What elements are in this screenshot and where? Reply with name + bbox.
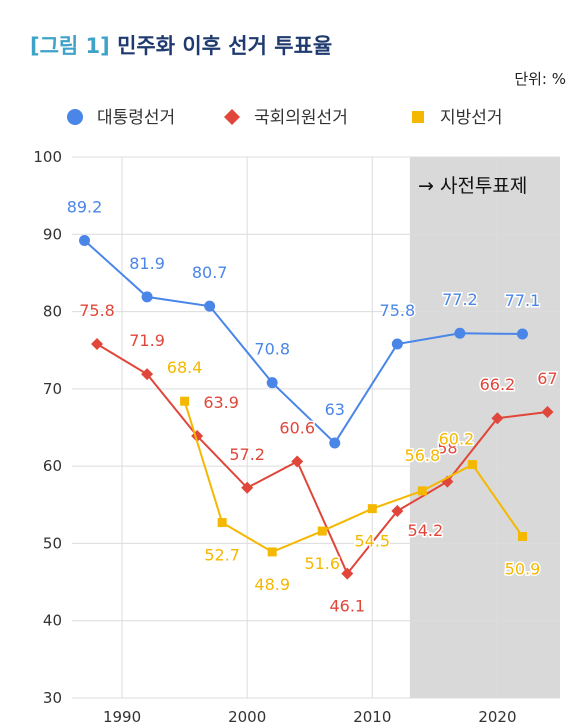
- data-point-local: [317, 526, 327, 536]
- data-point-presidential: [329, 437, 341, 449]
- data-label-national_assembly: 63.9: [203, 393, 239, 412]
- data-label-presidential: 80.7: [192, 263, 228, 282]
- data-label-national_assembly: 46.1: [329, 597, 365, 616]
- data-point-local: [267, 547, 277, 557]
- chart-title: [그림 1] 민주화 이후 선거 투표율: [30, 30, 332, 60]
- data-label-local: 68.4: [167, 358, 203, 377]
- y-tick-label: 60: [43, 457, 62, 475]
- legend-label-presidential: 대통령선거: [97, 108, 175, 128]
- y-tick-label: 70: [43, 380, 62, 398]
- series-line-national_assembly: [96, 343, 548, 576]
- data-point-national_assembly: [241, 481, 254, 494]
- data-label-presidential: 77.2: [442, 290, 478, 309]
- data-label-national_assembly: 67: [537, 369, 557, 388]
- data-point-presidential: [266, 377, 278, 389]
- legend-marker-national_assembly: [224, 109, 240, 125]
- data-point-national_assembly: [141, 368, 154, 381]
- y-tick-label: 90: [43, 225, 62, 243]
- y-tick-label: 50: [43, 534, 62, 552]
- data-label-presidential: 77.1: [505, 291, 541, 310]
- title-text: 민주화 이후 선거 투표율: [117, 34, 333, 58]
- data-label-presidential: 75.8: [380, 301, 416, 320]
- y-tick-label: 40: [43, 612, 62, 630]
- y-tick-label: 100: [33, 148, 62, 166]
- data-label-national_assembly: 75.8: [79, 301, 115, 320]
- x-tick-label: 2000: [228, 708, 266, 726]
- data-point-national_assembly: [491, 412, 504, 425]
- legend-label-national_assembly: 국회의원선거: [254, 108, 348, 128]
- x-tick-label: 2010: [353, 708, 391, 726]
- y-tick-label: 80: [43, 303, 62, 321]
- series-line-local: [183, 400, 524, 554]
- legend-label-local: 지방선거: [440, 108, 503, 128]
- early-voting-shade: [409, 157, 560, 698]
- data-label-presidential: 81.9: [129, 254, 165, 273]
- legend-marker-presidential: [67, 109, 83, 125]
- data-label-presidential: 89.2: [67, 197, 103, 216]
- data-point-local: [180, 396, 190, 406]
- data-point-national_assembly: [391, 504, 404, 517]
- data-point-local: [367, 504, 377, 514]
- data-label-national_assembly: 66.2: [480, 375, 516, 394]
- x-tick-label: 2020: [478, 708, 516, 726]
- x-tick-label: 1990: [103, 708, 141, 726]
- data-point-local: [417, 486, 427, 496]
- data-label-national_assembly: 57.2: [229, 445, 265, 464]
- data-label-national_assembly: 71.9: [129, 331, 165, 350]
- data-point-presidential: [79, 234, 91, 246]
- data-point-presidential: [454, 327, 466, 339]
- y-tick-label: 30: [43, 689, 62, 707]
- data-point-local: [217, 518, 227, 528]
- figure-number: [그림 1]: [30, 34, 110, 58]
- data-label-local: 51.6: [304, 554, 340, 573]
- data-point-national_assembly: [541, 406, 554, 419]
- data-label-local: 50.9: [505, 559, 541, 578]
- data-label-local: 56.8: [405, 446, 441, 465]
- data-point-presidential: [204, 300, 216, 312]
- series-line-presidential: [83, 239, 523, 445]
- data-label-presidential: 63: [325, 400, 345, 419]
- data-label-national_assembly: 60.6: [279, 419, 315, 438]
- data-label-national_assembly: 58: [437, 439, 457, 458]
- data-point-national_assembly: [291, 455, 304, 468]
- data-label-local: 48.9: [254, 575, 290, 594]
- data-label-national_assembly: 54.2: [408, 521, 444, 540]
- unit-label: 단위: %: [514, 70, 566, 88]
- early-voting-annotation: → 사전투표제: [418, 175, 527, 197]
- data-point-presidential: [391, 338, 403, 350]
- data-label-local: 52.7: [204, 546, 240, 565]
- data-label-local: 54.5: [354, 532, 390, 551]
- data-label-local: 60.2: [439, 430, 475, 449]
- data-point-national_assembly: [341, 567, 354, 580]
- data-label-presidential: 70.8: [254, 340, 290, 359]
- data-point-presidential: [141, 291, 153, 303]
- data-point-presidential: [516, 328, 528, 340]
- data-point-national_assembly: [91, 338, 104, 351]
- data-point-local: [467, 460, 477, 470]
- legend-marker-local: [412, 111, 424, 123]
- data-point-local: [517, 531, 527, 541]
